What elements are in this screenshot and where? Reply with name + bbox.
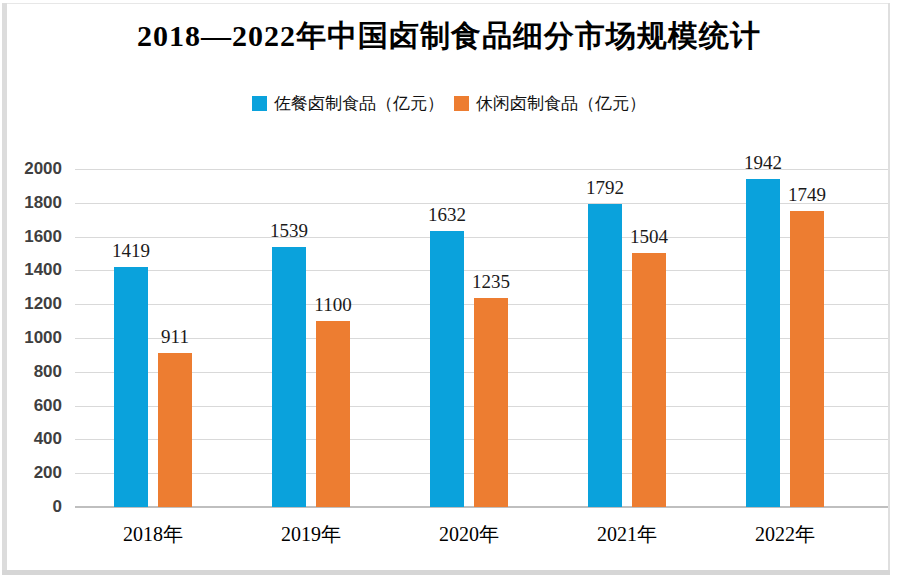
y-axis-label: 1000 [0,328,62,348]
bar-series2 [790,211,824,507]
y-axis-label: 2000 [0,159,62,179]
bar-series2 [632,253,666,507]
bar-series2 [316,321,350,507]
value-label: 1504 [604,226,694,248]
value-label: 1632 [402,204,492,226]
value-label: 1792 [560,177,650,199]
bar-series1 [272,247,306,507]
y-axis-label: 1400 [0,260,62,280]
chart-screenshot: 2018—2022年中国卤制食品细分市场规模统计 佐餐卤制食品（亿元）休闲卤制食… [0,0,898,579]
value-label: 1539 [244,220,334,242]
bar-series1 [746,179,780,507]
plot-area: 0 200 400 600 800 1000 1200 1400 1600 1800 2000 141… [0,0,898,579]
bar-series1 [588,204,622,507]
x-axis-label: 2019年 [241,521,381,548]
bar-series2 [474,298,508,507]
x-axis-label: 2022年 [715,521,855,548]
y-axis-label: 600 [0,396,62,416]
y-axis-label: 400 [0,429,62,449]
y-axis-label: 800 [0,362,62,382]
bar-series2 [158,353,192,507]
value-label: 1419 [86,240,176,262]
value-label: 1749 [762,184,852,206]
y-axis-label: 1600 [0,227,62,247]
y-axis-label: 200 [0,463,62,483]
value-label: 1942 [718,152,808,174]
value-label: 1100 [288,294,378,316]
x-axis-label: 2018年 [83,521,223,548]
y-axis-label: 0 [0,497,62,517]
bar-series1 [114,267,148,507]
y-axis-label: 1800 [0,193,62,213]
x-axis-label: 2021年 [557,521,697,548]
value-label: 911 [130,326,220,348]
y-axis-label: 1200 [0,294,62,314]
value-label: 1235 [446,271,536,293]
x-axis-label: 2020年 [399,521,539,548]
